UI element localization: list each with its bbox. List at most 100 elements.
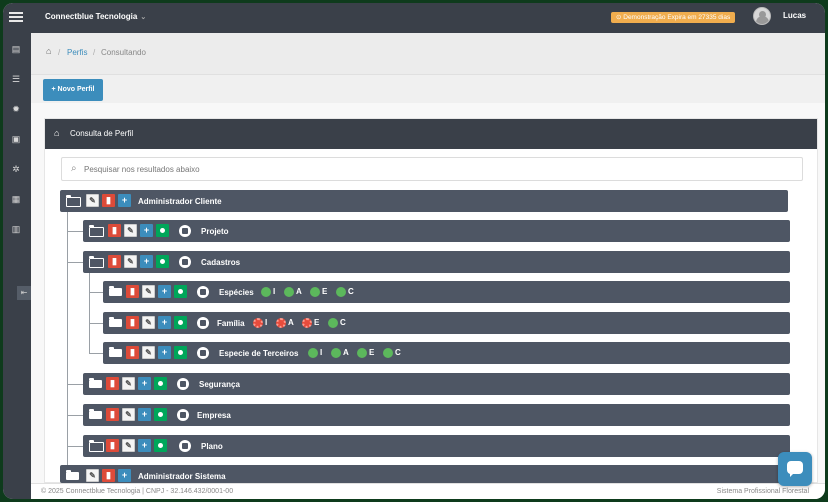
perm-status-dot [357,348,367,358]
tree-row-empresa[interactable]: ▮ ✎ + Empresa [83,404,790,426]
folder-open-icon[interactable] [89,256,104,268]
folder-icon[interactable] [109,286,122,296]
add-button[interactable]: + [140,224,153,237]
add-button[interactable]: + [118,469,131,482]
gears-icon[interactable]: ✲ [12,164,20,174]
edit-button[interactable]: ✎ [122,439,135,452]
book-icon[interactable]: ▥ [11,224,21,234]
delete-button[interactable]: ▮ [102,469,115,482]
chat-icon[interactable] [778,452,812,486]
plan-icon [179,440,191,452]
tree-row-label: Plano [201,442,223,451]
menu-toggle-icon[interactable] [9,10,23,24]
folder-open-icon[interactable] [89,440,104,452]
perm-consultar[interactable]: C [336,287,354,297]
delete-button[interactable]: ▮ [106,439,119,452]
list-icon[interactable]: ☰ [11,74,21,84]
folder-icon[interactable] [66,470,79,480]
add-button[interactable]: + [138,408,151,421]
delete-button[interactable]: ▮ [106,377,119,390]
search-input[interactable] [84,161,784,177]
delete-button[interactable]: ▮ [126,316,139,329]
perm-consultar[interactable]: C [383,348,401,358]
perm-incluir[interactable]: I [261,287,275,297]
settings-button[interactable] [174,346,187,359]
new-profile-button[interactable]: + Novo Perfil [43,79,103,101]
edit-button[interactable]: ✎ [122,377,135,390]
folder-icon[interactable] [89,378,102,388]
tree-row-seguranca[interactable]: ▮ ✎ + Segurança [83,373,790,395]
top-bar: Connectblue Tecnologia ⌄ ⊙ Demonstração E… [3,3,825,33]
breadcrumb: ⌂ / Perfis / Consultando [31,33,825,75]
perm-letter: E [369,348,375,357]
perm-alterar[interactable]: A [284,287,302,297]
edit-button[interactable]: ✎ [86,469,99,482]
gear-icon[interactable]: ✹ [12,104,20,114]
tree-row-label: Administrador Sistema [138,472,226,481]
settings-button[interactable] [174,285,187,298]
sidebar-collapse-icon[interactable]: ⇤ [17,286,31,300]
tree-row-familia[interactable]: ▮ ✎ + Família I A E C [103,312,790,334]
folder-icon[interactable] [109,347,122,357]
edit-button[interactable]: ✎ [124,255,137,268]
folder-icon[interactable] [89,409,102,419]
money-icon[interactable]: ▣ [11,134,21,144]
perm-excluir[interactable]: E [302,318,319,328]
folder-icon[interactable] [109,317,122,327]
add-button[interactable]: + [140,255,153,268]
tree-row-especie-de-terceiros[interactable]: ▮ ✎ + Especie de Terceiros I A E C [103,342,790,364]
tree-connector [67,415,83,416]
perm-incluir[interactable]: I [253,318,267,328]
edit-button[interactable]: ✎ [122,408,135,421]
add-button[interactable]: + [138,377,151,390]
perm-incluir[interactable]: I [308,348,322,358]
edit-button[interactable]: ✎ [142,316,155,329]
add-button[interactable]: + [158,346,171,359]
settings-button[interactable] [154,439,167,452]
archive-icon[interactable]: ▤ [11,44,21,54]
add-button[interactable]: + [158,285,171,298]
perm-alterar[interactable]: A [276,318,294,328]
edit-button[interactable]: ✎ [86,194,99,207]
add-button[interactable]: + [138,439,151,452]
perm-excluir[interactable]: E [357,348,374,358]
tree-row-plano[interactable]: ▮ ✎ + Plano [83,435,790,457]
tree-row-label: Administrador Cliente [138,197,222,206]
settings-button[interactable] [154,377,167,390]
edit-button[interactable]: ✎ [124,224,137,237]
breadcrumb-separator: / [58,48,61,57]
breadcrumb-perfis-link[interactable]: Perfis [67,48,88,57]
tree-row-cadastros[interactable]: ▮ ✎ + Cadastros [83,251,790,273]
delete-button[interactable]: ▮ [108,224,121,237]
perm-letter: I [273,287,276,296]
delete-button[interactable]: ▮ [126,285,139,298]
tree-row-especies[interactable]: ▮ ✎ + Espécies I A E C [103,281,790,303]
user-menu[interactable]: Lucas [783,11,807,20]
tree-row-projeto[interactable]: ▮ ✎ + Projeto [83,220,790,242]
perm-consultar[interactable]: C [328,318,346,328]
edit-button[interactable]: ✎ [142,285,155,298]
home-icon[interactable]: ⌂ [46,46,52,56]
add-button[interactable]: + [158,316,171,329]
brand-selector[interactable]: Connectblue Tecnologia ⌄ [45,12,146,21]
delete-button[interactable]: ▮ [126,346,139,359]
delete-button[interactable]: ▮ [102,194,115,207]
perm-alterar[interactable]: A [331,348,349,358]
settings-button[interactable] [156,255,169,268]
settings-button[interactable] [156,224,169,237]
perm-excluir[interactable]: E [310,287,327,297]
search-field[interactable]: ⌕ [61,157,803,181]
folder-open-icon[interactable] [66,195,81,207]
tree-row-administrador-sistema[interactable]: ✎ ▮ + Administrador Sistema [60,465,788,483]
avatar[interactable] [753,7,771,25]
settings-button[interactable] [154,408,167,421]
add-button[interactable]: + [118,194,131,207]
perm-status-dot [253,318,263,328]
edit-button[interactable]: ✎ [142,346,155,359]
delete-button[interactable]: ▮ [108,255,121,268]
tree-row-administrador-cliente[interactable]: ✎ ▮ + Administrador Cliente [60,190,788,212]
report-icon[interactable]: ▦ [11,194,21,204]
folder-open-icon[interactable] [89,225,104,237]
delete-button[interactable]: ▮ [106,408,119,421]
settings-button[interactable] [174,316,187,329]
